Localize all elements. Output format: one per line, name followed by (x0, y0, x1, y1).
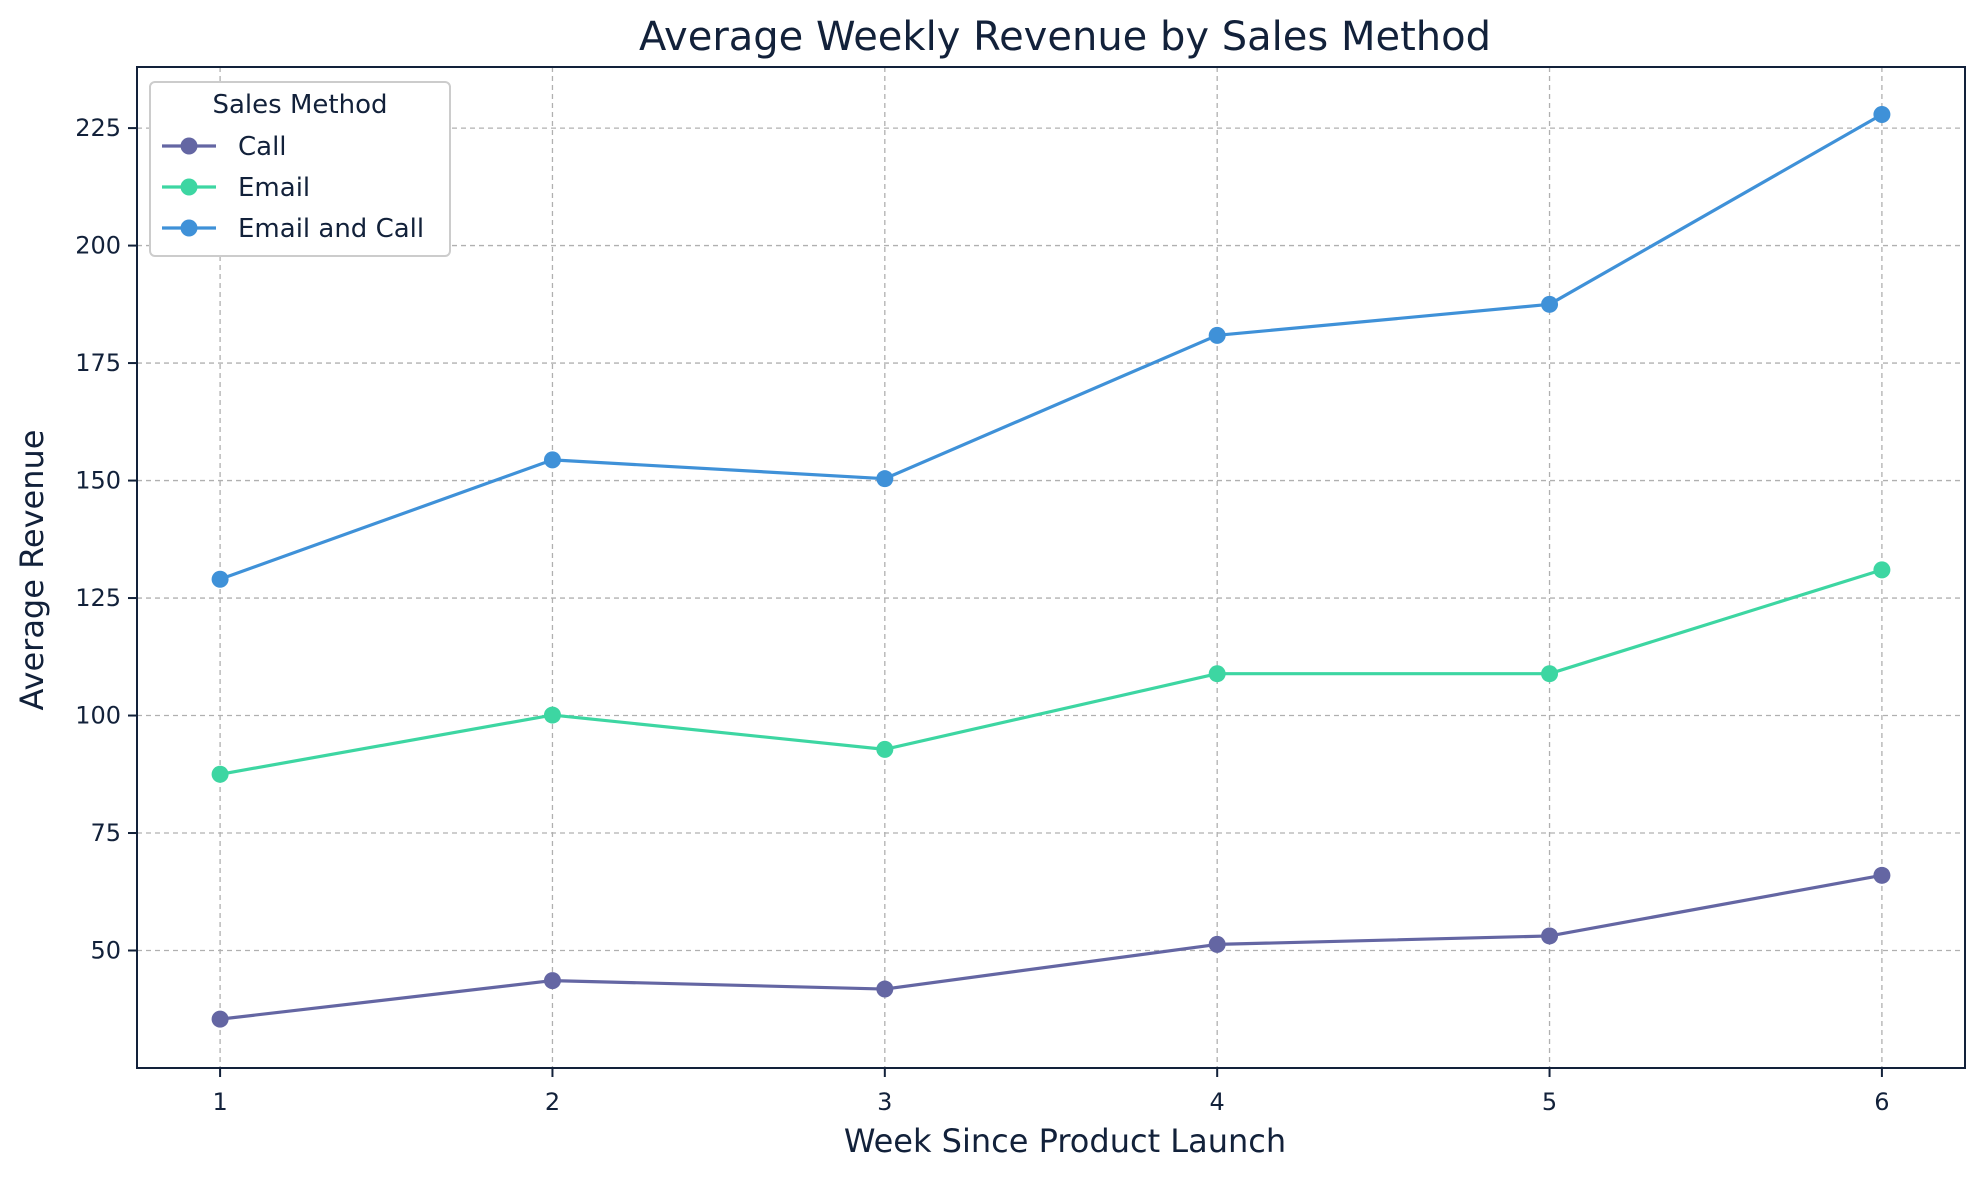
tick-layer: 1 2 3 4 5 6 50 75 100 125 150 175 200 225 (75, 114, 1889, 1116)
legend: Sales Method Call Email Email and Call (149, 81, 451, 257)
data-point-email-and-call (1873, 105, 1891, 123)
legend-label: Email (238, 173, 310, 203)
series-call (211, 866, 1891, 1028)
series-email (211, 561, 1891, 783)
x-tick-label: 5 (1542, 1088, 1557, 1116)
y-tick-label: 100 (75, 702, 121, 730)
y-tick-label: 200 (75, 232, 121, 260)
plot-area-frame (136, 66, 1966, 1069)
data-point-call (1541, 927, 1559, 945)
x-tick-label: 2 (545, 1088, 560, 1116)
x-tick-label: 6 (1874, 1088, 1889, 1116)
data-point-email-and-call (543, 451, 561, 469)
data-point-email (1208, 665, 1226, 683)
data-point-email (211, 765, 229, 783)
data-point-email (543, 706, 561, 724)
legend-swatch-marker (180, 219, 198, 237)
data-point-call (876, 980, 894, 998)
legend-entry-call: Call (162, 132, 287, 162)
series-line-email (219, 568, 1883, 776)
y-tick-label: 75 (90, 819, 121, 847)
legend-label: Call (238, 132, 287, 162)
data-point-email-and-call (876, 470, 894, 488)
legend-swatch-marker (180, 137, 198, 155)
data-point-email-and-call (211, 570, 229, 588)
y-tick-label: 225 (75, 114, 121, 142)
legend-swatch-marker (180, 178, 198, 196)
data-point-email (1873, 561, 1891, 579)
grid-layer (137, 67, 1965, 1068)
y-axis-label: Average Revenue (13, 430, 51, 711)
series-line-email-and-call (219, 113, 1883, 581)
legend-label: Email and Call (238, 214, 424, 244)
y-tick-label: 125 (75, 584, 121, 612)
data-point-call (211, 1010, 229, 1028)
data-point-email-and-call (1541, 295, 1559, 313)
y-tick-label: 175 (75, 349, 121, 377)
x-axis-label: Week Since Product Launch (844, 1122, 1286, 1160)
data-point-email-and-call (1208, 326, 1226, 344)
x-tick-label: 1 (212, 1088, 227, 1116)
data-point-call (1873, 866, 1891, 884)
y-tick-label: 50 (90, 937, 121, 965)
chart-title: Average Weekly Revenue by Sales Method (639, 14, 1491, 60)
legend-box (149, 81, 451, 257)
legend-entry-email: Email (162, 173, 310, 203)
data-point-call (543, 972, 561, 990)
x-tick-label: 3 (877, 1088, 892, 1116)
legend-title: Sales Method (213, 90, 388, 120)
legend-entries: Call Email Email and Call (162, 132, 424, 244)
x-tick-label: 4 (1210, 1088, 1225, 1116)
data-point-call (1208, 935, 1226, 953)
y-tick-label: 150 (75, 467, 121, 495)
legend-entry-email-and-call: Email and Call (162, 214, 424, 244)
data-point-email (1541, 665, 1559, 683)
series-email-and-call (211, 105, 1891, 588)
series-layer (211, 105, 1891, 1028)
series-line-call (219, 873, 1883, 1021)
data-point-email (876, 740, 894, 758)
